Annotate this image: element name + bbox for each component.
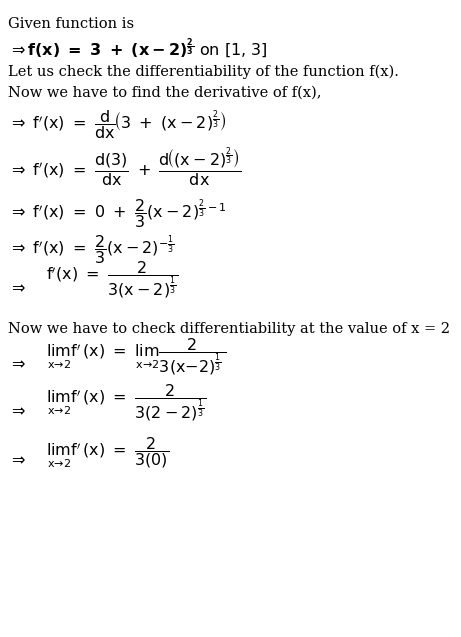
Text: $\Rightarrow\ \mathrm{f'(x)}\ =\ \dfrac{\mathrm{d}(3)}{\mathrm{dx}}\ +\ \dfrac{\: $\Rightarrow\ \mathrm{f'(x)}\ =\ \dfrac{… xyxy=(8,146,242,189)
Text: Now we have to find the derivative of f(x),: Now we have to find the derivative of f(… xyxy=(8,86,322,100)
Text: $\Rightarrow$: $\Rightarrow$ xyxy=(8,357,26,372)
Text: $\lim_{\mathrm{x}\to 2}\mathrm{f'(x)}\ =\ \dfrac{2}{3(2-2)^{\frac{1}{3}}}$: $\lim_{\mathrm{x}\to 2}\mathrm{f'(x)}\ =… xyxy=(46,383,206,423)
Text: $\Rightarrow$: $\Rightarrow$ xyxy=(8,452,26,468)
Text: Let us check the differentiability of the function f(x).: Let us check the differentiability of th… xyxy=(8,64,399,78)
Text: $\Rightarrow$: $\Rightarrow$ xyxy=(8,403,26,419)
Text: $\lim_{\mathrm{x}\to 2}\mathrm{f'(x)}\ =\ \dfrac{2}{3(0)}$: $\lim_{\mathrm{x}\to 2}\mathrm{f'(x)}\ =… xyxy=(46,435,169,469)
Text: $\Rightarrow$: $\Rightarrow$ xyxy=(8,280,26,296)
Text: $\mathrm{f'(x)}\ =\ \dfrac{2}{3(\mathrm{x}-2)^{\frac{1}{3}}}$: $\mathrm{f'(x)}\ =\ \dfrac{2}{3(\mathrm{… xyxy=(46,261,178,300)
Text: $\Rightarrow \mathbf{f(x)\ =\ 3\ +\ (x-2)^{\frac{2}{3}}}$ on [1, 3]: $\Rightarrow \mathbf{f(x)\ =\ 3\ +\ (x-2… xyxy=(8,36,268,61)
Text: $\Rightarrow\ \mathrm{f'(x)}\ =\ \dfrac{2}{3}(\mathrm{x}-2)^{-\frac{1}{3}}$: $\Rightarrow\ \mathrm{f'(x)}\ =\ \dfrac{… xyxy=(8,233,175,266)
Text: $\Rightarrow\ \mathrm{f'(x)}\ =\ \dfrac{\mathrm{d}}{\mathrm{dx}}\!\left(3\ +\ (\: $\Rightarrow\ \mathrm{f'(x)}\ =\ \dfrac{… xyxy=(8,108,226,141)
Text: Now we have to check differentiability at the value of x = 2: Now we have to check differentiability a… xyxy=(8,322,450,336)
Text: $\lim_{\mathrm{x}\to 2}\mathrm{f'(x)}\ =\ \lim_{\mathrm{x}\to 2}\dfrac{2}{3(\mat: $\lim_{\mathrm{x}\to 2}\mathrm{f'(x)}\ =… xyxy=(46,337,226,376)
Text: $\Rightarrow\ \mathrm{f'(x)}\ =\ 0\ +\ \dfrac{2}{3}(\mathrm{x}-2)^{\frac{2}{3}-1: $\Rightarrow\ \mathrm{f'(x)}\ =\ 0\ +\ \… xyxy=(8,197,227,230)
Text: Given function is: Given function is xyxy=(8,17,135,31)
